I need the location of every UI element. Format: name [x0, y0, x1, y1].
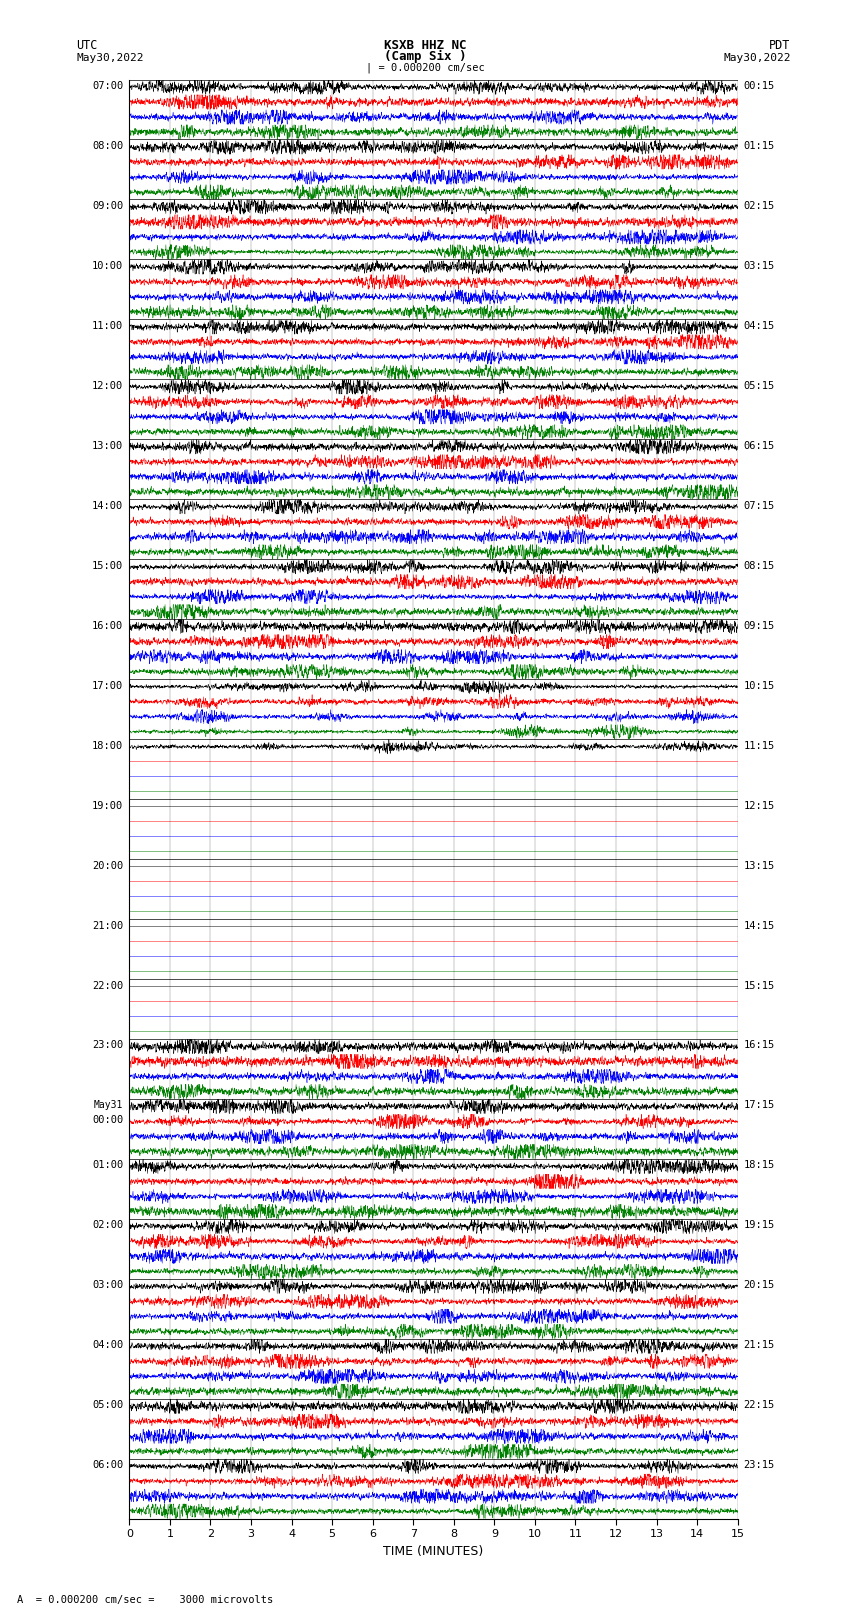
Text: 08:15: 08:15	[744, 561, 775, 571]
Text: 08:00: 08:00	[92, 140, 123, 152]
Text: 18:15: 18:15	[744, 1160, 775, 1171]
Text: 21:00: 21:00	[92, 921, 123, 931]
Text: 07:00: 07:00	[92, 81, 123, 90]
Text: 05:15: 05:15	[744, 381, 775, 390]
Text: 01:15: 01:15	[744, 140, 775, 152]
Text: 19:15: 19:15	[744, 1221, 775, 1231]
Text: A  = 0.000200 cm/sec =    3000 microvolts: A = 0.000200 cm/sec = 3000 microvolts	[17, 1595, 273, 1605]
Text: (Camp Six ): (Camp Six )	[383, 50, 467, 63]
Text: 13:00: 13:00	[92, 440, 123, 450]
Text: 10:00: 10:00	[92, 261, 123, 271]
Text: 01:00: 01:00	[92, 1160, 123, 1171]
Text: 03:00: 03:00	[92, 1281, 123, 1290]
Text: 00:00: 00:00	[92, 1116, 123, 1126]
Text: 14:15: 14:15	[744, 921, 775, 931]
Text: 05:00: 05:00	[92, 1400, 123, 1410]
Text: 19:00: 19:00	[92, 800, 123, 811]
Text: 07:15: 07:15	[744, 500, 775, 511]
Text: 16:15: 16:15	[744, 1040, 775, 1050]
Text: May31: May31	[94, 1100, 123, 1110]
Text: 06:15: 06:15	[744, 440, 775, 450]
Text: 11:15: 11:15	[744, 740, 775, 750]
Text: 03:15: 03:15	[744, 261, 775, 271]
Text: PDT: PDT	[769, 39, 790, 52]
Text: 00:15: 00:15	[744, 81, 775, 90]
Text: 02:00: 02:00	[92, 1221, 123, 1231]
Text: 14:00: 14:00	[92, 500, 123, 511]
Text: May30,2022: May30,2022	[76, 53, 144, 63]
Text: 20:15: 20:15	[744, 1281, 775, 1290]
Text: 21:15: 21:15	[744, 1340, 775, 1350]
Text: UTC: UTC	[76, 39, 98, 52]
X-axis label: TIME (MINUTES): TIME (MINUTES)	[383, 1545, 484, 1558]
Text: 22:00: 22:00	[92, 981, 123, 990]
Text: | = 0.000200 cm/sec: | = 0.000200 cm/sec	[366, 61, 484, 73]
Text: 17:15: 17:15	[744, 1100, 775, 1110]
Text: 16:00: 16:00	[92, 621, 123, 631]
Text: 17:00: 17:00	[92, 681, 123, 690]
Text: 15:15: 15:15	[744, 981, 775, 990]
Text: 04:00: 04:00	[92, 1340, 123, 1350]
Text: 10:15: 10:15	[744, 681, 775, 690]
Text: 23:00: 23:00	[92, 1040, 123, 1050]
Text: 02:15: 02:15	[744, 202, 775, 211]
Text: 18:00: 18:00	[92, 740, 123, 750]
Text: 12:15: 12:15	[744, 800, 775, 811]
Text: 12:00: 12:00	[92, 381, 123, 390]
Text: KSXB HHZ NC: KSXB HHZ NC	[383, 39, 467, 52]
Text: 06:00: 06:00	[92, 1460, 123, 1469]
Text: 09:15: 09:15	[744, 621, 775, 631]
Text: 11:00: 11:00	[92, 321, 123, 331]
Text: 22:15: 22:15	[744, 1400, 775, 1410]
Text: 13:15: 13:15	[744, 861, 775, 871]
Text: 15:00: 15:00	[92, 561, 123, 571]
Text: 20:00: 20:00	[92, 861, 123, 871]
Text: May30,2022: May30,2022	[723, 53, 791, 63]
Text: 04:15: 04:15	[744, 321, 775, 331]
Text: 09:00: 09:00	[92, 202, 123, 211]
Text: 23:15: 23:15	[744, 1460, 775, 1469]
